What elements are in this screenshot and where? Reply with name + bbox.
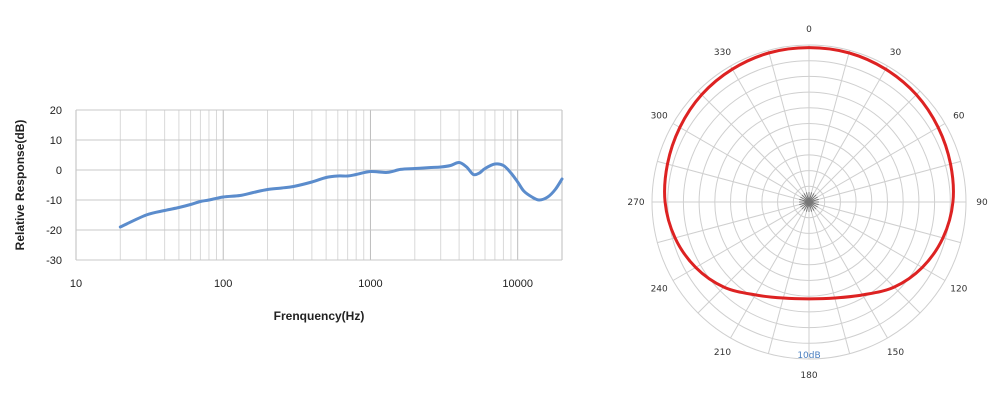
polar-spoke [808,201,888,339]
y-axis-title: Relative Response(dB) [13,120,27,251]
x-axis-title: Frenquency(Hz) [274,309,365,323]
polar-spoke [808,201,921,314]
polar-spoke [808,201,946,281]
polar-spoke [657,201,810,244]
x-tick-label: 1000 [358,278,382,290]
polar-spoke [808,201,961,244]
polar-center [799,192,819,212]
polar-spoke [808,65,888,203]
angle-label: 120 [950,285,967,295]
angle-label: 90 [976,198,988,208]
angle-label: 270 [627,198,644,208]
polar-spoke [808,90,921,203]
x-tick-label: 10000 [502,278,533,290]
polar-spokes [652,45,966,359]
polar-spoke [672,123,810,203]
angle-label: 330 [714,48,731,58]
angle-label: 180 [800,371,817,381]
polar-spoke [767,50,810,203]
angle-label: 150 [887,348,904,358]
polar-spoke [672,201,810,281]
angle-label: 300 [651,112,668,122]
polar-pattern-curve [663,46,955,301]
polar-spoke [767,201,810,354]
y-tick-label: 10 [50,135,62,147]
polar-spoke [808,201,851,354]
vertical-gridlines [75,110,563,260]
x-tick-label: 100 [214,278,232,290]
angle-label: 240 [651,285,668,295]
y-tick-label: 20 [50,105,62,117]
angle-label: 60 [953,112,965,122]
y-tick-label: -30 [46,255,62,267]
polar-spoke [808,123,946,203]
angle-label: 210 [714,348,731,358]
angle-label: 0 [806,25,812,35]
polar-spoke [730,201,810,339]
polar-spoke [730,65,810,203]
polar-spoke [808,50,851,203]
angle-label: 30 [890,48,902,58]
polar-spoke [697,201,810,314]
x-tick-label: 10 [70,278,82,290]
horizontal-gridlines [76,109,562,261]
y-tick-label: -10 [46,195,62,207]
y-tick-label: -20 [46,225,62,237]
center-spoke [805,192,810,203]
polar-spoke [657,160,810,203]
polar-pattern-chart: 0 30 60 90 120 150 180 210 240 270 300 330 10dB [627,25,988,381]
scale-label: 10dB [797,351,820,361]
response-curve [118,160,564,229]
polar-spoke [697,90,810,203]
polar-spoke [808,160,961,203]
y-tick-label: 0 [56,165,62,177]
